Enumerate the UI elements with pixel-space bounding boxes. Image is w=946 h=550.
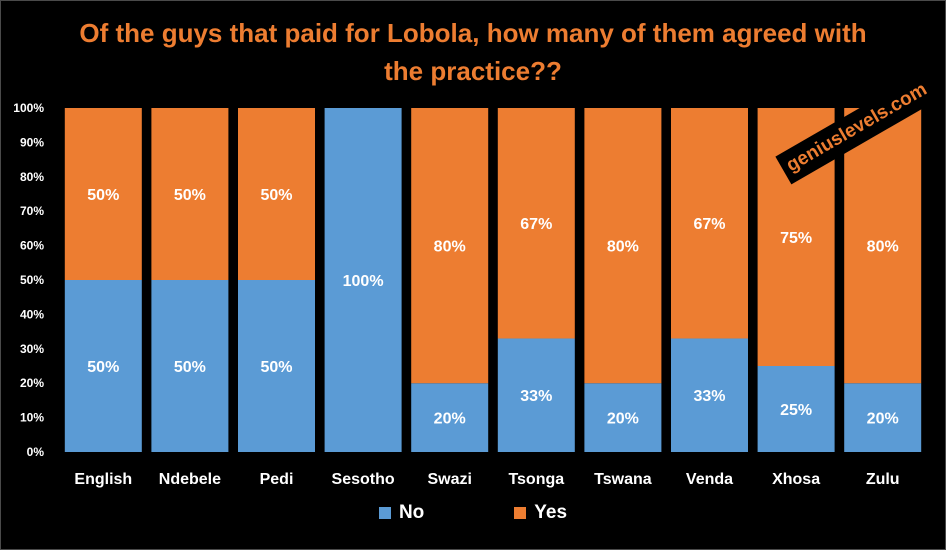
legend-swatch-yes bbox=[514, 507, 527, 519]
legend-swatch-no bbox=[378, 507, 391, 519]
bar-no-sesotho bbox=[324, 108, 402, 452]
bar-yes-tsonga bbox=[497, 108, 575, 339]
x-tick-label: English bbox=[74, 471, 132, 488]
y-tick-label: 70% bbox=[20, 204, 44, 218]
bar-no-english bbox=[64, 280, 142, 452]
legend-item-no: No bbox=[378, 502, 425, 524]
bar-no-xhosa bbox=[757, 366, 835, 452]
bar-yes-english bbox=[64, 108, 142, 280]
data-label: 80% bbox=[867, 239, 899, 256]
y-tick-label: 20% bbox=[20, 376, 44, 390]
bars: 50% 50% 50% 50% 50% 50% 100% 20% 80% 33% 67% 20% 80%… bbox=[64, 108, 922, 452]
data-label: 50% bbox=[174, 187, 206, 204]
x-tick-label: Xhosa bbox=[772, 471, 820, 488]
y-tick-label: 10% bbox=[20, 411, 44, 425]
x-tick-label: Ndebele bbox=[159, 471, 221, 488]
x-tick-label: Sesotho bbox=[332, 471, 395, 488]
bar-no-tswana bbox=[584, 383, 662, 452]
x-tick-label: Venda bbox=[686, 471, 733, 488]
legend-item-yes: Yes bbox=[514, 502, 567, 524]
bar-no-swazi bbox=[411, 383, 489, 452]
y-tick-label: 60% bbox=[20, 239, 44, 253]
data-label: 50% bbox=[174, 359, 206, 376]
legend-label-no: No bbox=[398, 502, 425, 523]
legend: No Yes bbox=[0, 502, 946, 524]
y-tick-label: 0% bbox=[27, 445, 45, 459]
data-label: 20% bbox=[434, 411, 466, 428]
chart-title: Of the guys that paid for Lobola, how ma… bbox=[79, 18, 867, 86]
y-axis: 0% 10% 20% 30% 40% 50% 60% 70% 80% 90% 100% bbox=[13, 101, 44, 459]
x-tick-label: Zulu bbox=[866, 471, 900, 488]
y-tick-label: 40% bbox=[20, 307, 44, 321]
data-label: 50% bbox=[260, 187, 292, 204]
data-label: 50% bbox=[87, 359, 119, 376]
bar-yes-venda bbox=[671, 108, 748, 339]
legend-label-yes: Yes bbox=[534, 502, 568, 523]
data-label: 20% bbox=[867, 411, 899, 428]
bar-yes-zulu bbox=[844, 108, 922, 384]
y-tick-label: 50% bbox=[20, 273, 44, 287]
y-tick-label: 30% bbox=[20, 342, 44, 356]
data-label: 80% bbox=[434, 239, 466, 256]
data-label: 75% bbox=[780, 230, 812, 247]
bar-yes-pedi bbox=[238, 108, 315, 280]
bar-no-ndebele bbox=[151, 280, 229, 452]
bar-no-pedi bbox=[238, 280, 315, 452]
bar-no-tsonga bbox=[497, 338, 575, 452]
x-axis: English Ndebele Pedi Sesotho Swazi Tsonga Tswa… bbox=[74, 471, 899, 488]
x-tick-label: Tswana bbox=[594, 471, 652, 488]
y-tick-label: 80% bbox=[20, 170, 44, 184]
x-tick-label: Swazi bbox=[427, 471, 471, 488]
bar-yes-ndebele bbox=[151, 108, 229, 280]
x-tick-label: Pedi bbox=[260, 471, 294, 488]
y-tick-label: 90% bbox=[20, 135, 44, 149]
bar-yes-tswana bbox=[584, 108, 662, 384]
data-label: 50% bbox=[260, 359, 292, 376]
data-label: 67% bbox=[693, 216, 725, 233]
data-label: 33% bbox=[693, 388, 725, 405]
data-label: 33% bbox=[520, 388, 552, 405]
data-label: 100% bbox=[343, 273, 384, 290]
data-label: 50% bbox=[87, 187, 119, 204]
data-label: 25% bbox=[780, 402, 812, 419]
data-label: 67% bbox=[520, 216, 552, 233]
bar-no-zulu bbox=[844, 383, 922, 452]
data-label: 20% bbox=[607, 411, 639, 428]
x-tick-label: Tsonga bbox=[508, 471, 564, 488]
y-tick-label: 100% bbox=[13, 101, 44, 115]
bar-yes-swazi bbox=[411, 108, 489, 384]
data-label: 80% bbox=[607, 239, 639, 256]
bar-no-venda bbox=[671, 338, 748, 452]
